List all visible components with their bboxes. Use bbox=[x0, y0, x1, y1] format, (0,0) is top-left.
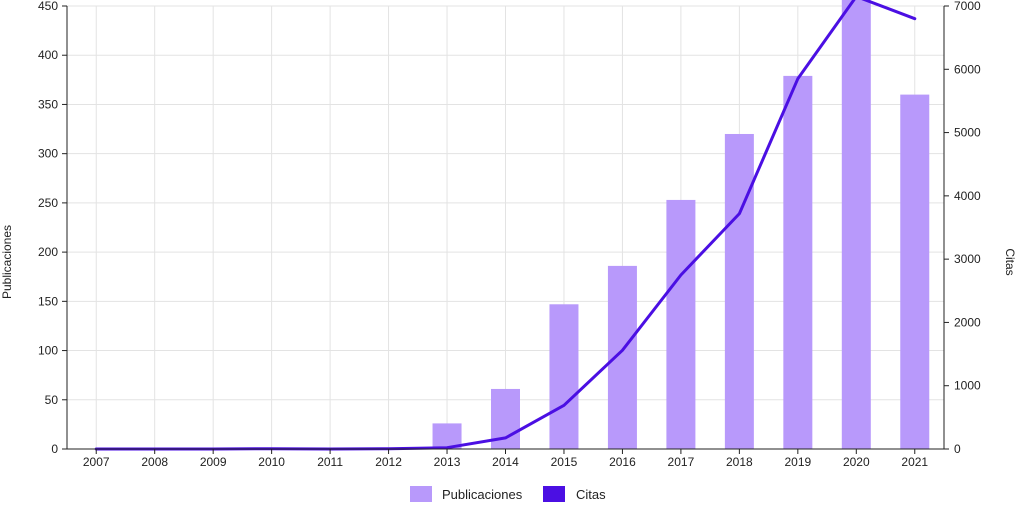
x-tick-label: 2020 bbox=[843, 455, 870, 469]
y2-axis-ticks: 0 1000 2000 3000 4000 5000 6000 7000 bbox=[944, 0, 981, 456]
y2-axis-title: Citas bbox=[1003, 248, 1017, 275]
y2-tick-label: 2000 bbox=[954, 315, 981, 329]
x-tick-label: 2011 bbox=[317, 455, 343, 469]
y-tick-label: 150 bbox=[38, 294, 58, 308]
y2-tick-label: 7000 bbox=[954, 0, 981, 13]
y2-tick-label: 3000 bbox=[954, 252, 981, 266]
y2-tick-label: 0 bbox=[954, 442, 961, 456]
legend-label-publicaciones: Publicaciones bbox=[442, 487, 523, 502]
x-tick-label: 2017 bbox=[668, 455, 695, 469]
x-tick-label: 2009 bbox=[200, 455, 227, 469]
y2-tick-label: 4000 bbox=[954, 189, 981, 203]
y-tick-label: 300 bbox=[38, 147, 58, 161]
y-tick-label: 250 bbox=[38, 196, 58, 210]
legend: Publicaciones Citas bbox=[410, 486, 606, 502]
x-tick-label: 2015 bbox=[551, 455, 578, 469]
bar-2015[interactable] bbox=[549, 304, 579, 449]
bar-2020[interactable] bbox=[841, 0, 871, 450]
legend-swatch-citas bbox=[543, 486, 565, 502]
y-tick-label: 200 bbox=[38, 245, 58, 259]
legend-label-citas: Citas bbox=[576, 487, 606, 502]
y-axis-ticks: 0 50 100 150 200 250 300 350 400 450 bbox=[38, 0, 67, 456]
y2-tick-label: 5000 bbox=[954, 126, 981, 140]
x-tick-label: 2021 bbox=[901, 455, 928, 469]
x-tick-label: 2012 bbox=[375, 455, 402, 469]
x-tick-label: 2016 bbox=[609, 455, 636, 469]
x-tick-label: 2019 bbox=[784, 455, 811, 469]
x-tick-label: 2010 bbox=[258, 455, 285, 469]
bar-2021[interactable] bbox=[900, 94, 930, 449]
y-tick-label: 100 bbox=[38, 344, 58, 358]
bars bbox=[432, 0, 930, 450]
x-axis-ticks: 2007 2008 2009 2010 2011 2012 2013 2014 2015 2016… bbox=[83, 449, 928, 469]
x-tick-label: 2007 bbox=[83, 455, 110, 469]
x-tick-label: 2014 bbox=[492, 455, 519, 469]
legend-item-publicaciones[interactable]: Publicaciones bbox=[410, 486, 523, 502]
x-tick-label: 2008 bbox=[141, 455, 168, 469]
legend-swatch-publicaciones bbox=[410, 486, 432, 502]
x-tick-label: 2013 bbox=[434, 455, 461, 469]
grid bbox=[67, 5, 944, 450]
y-tick-label: 0 bbox=[51, 442, 58, 456]
bar-2019[interactable] bbox=[783, 75, 813, 449]
x-tick-label: 2018 bbox=[726, 455, 753, 469]
legend-item-citas[interactable]: Citas bbox=[543, 486, 606, 502]
bar-2017[interactable] bbox=[666, 199, 696, 449]
y-tick-label: 350 bbox=[38, 97, 58, 111]
bar-2018[interactable] bbox=[724, 133, 754, 449]
y-axis-title: Publicaciones bbox=[0, 225, 14, 299]
y2-tick-label: 6000 bbox=[954, 62, 981, 76]
y2-tick-label: 1000 bbox=[954, 379, 981, 393]
y-tick-label: 50 bbox=[45, 393, 59, 407]
bar-2016[interactable] bbox=[607, 265, 637, 449]
y-tick-label: 400 bbox=[38, 48, 58, 62]
y-tick-label: 450 bbox=[38, 0, 58, 13]
